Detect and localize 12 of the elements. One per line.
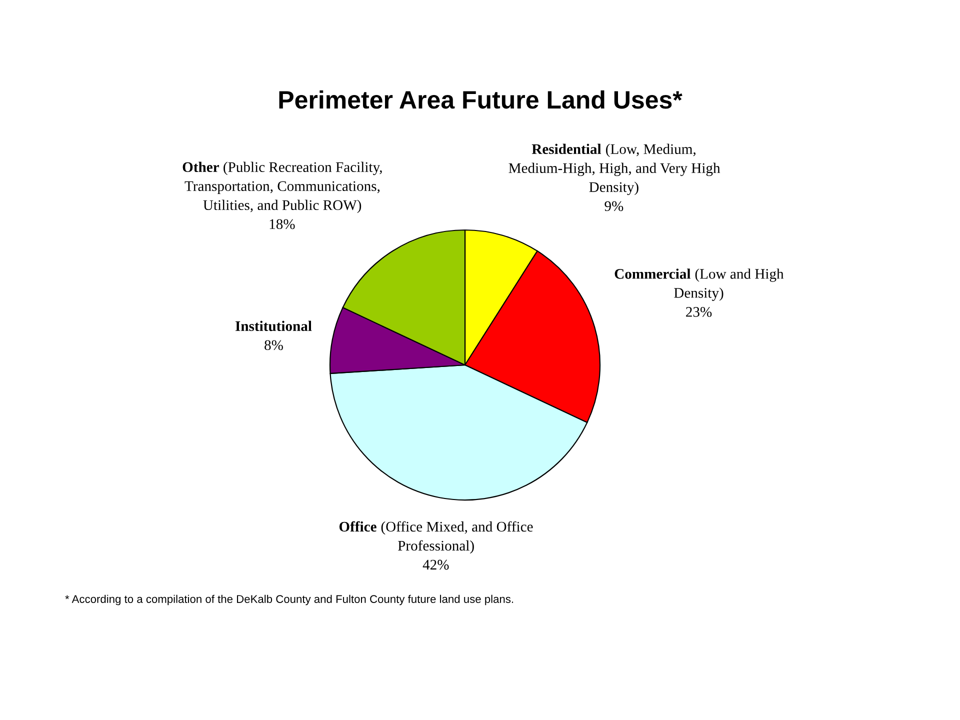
slice-label: Commercial (Low and High Density) (614, 268, 784, 301)
slice-label: Other (Public Recreation Facility, Transportation, Communications, Utilities, and Public ROW) (182, 162, 382, 214)
data-label: 23% (686, 306, 712, 317)
data-label: 18% (270, 219, 295, 230)
slice-label: Office (Office Mixed, and Office Professional) (339, 521, 533, 554)
data-label: 8% (264, 340, 283, 350)
data-label: 9% (604, 201, 624, 212)
slice-label: Residential (Low, Medium, Medium-High, High, and Very High Density) (508, 144, 720, 196)
text: * According to a compilation of the DeKalb County and Fulton County future land use plans. (65, 594, 514, 606)
slice-label: Institutional (235, 320, 312, 332)
chart-title: Perimeter Area Future Land Uses* (279, 90, 682, 109)
data-label: 42% (422, 560, 449, 570)
